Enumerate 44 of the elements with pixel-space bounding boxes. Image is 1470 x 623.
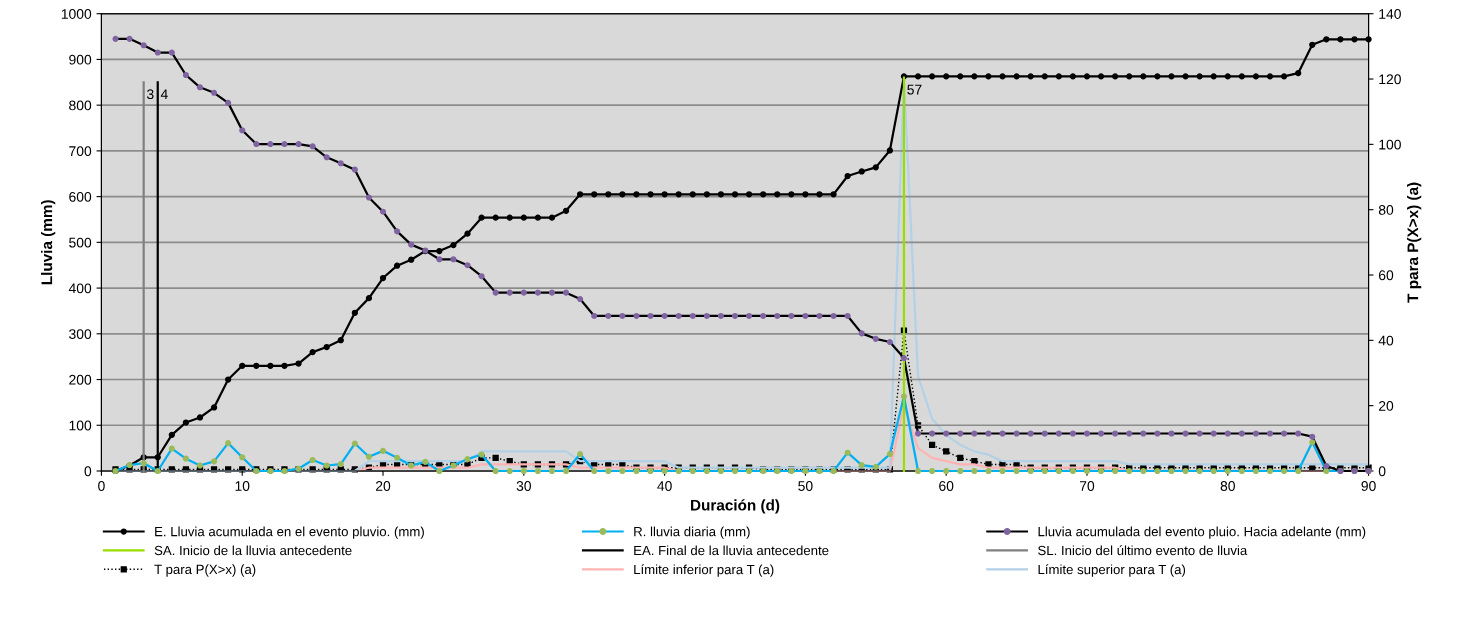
y2-tick-label: 60 (1379, 270, 1394, 281)
y2-tick-label: 0 (1378, 466, 1386, 477)
x-tick-label: 40 (657, 481, 672, 491)
x-tick-label: 60 (939, 481, 954, 491)
legend-label: EA. Final de la lluvia antecedente (634, 545, 829, 556)
y2-tick-label: 20 (1378, 401, 1394, 411)
legend-label: T para P(X>x) (a) (154, 564, 256, 577)
x-tick-label: 30 (516, 481, 531, 491)
y-tick-label: 400 (68, 283, 92, 294)
x-tick-label: 50 (798, 481, 813, 491)
x-tick-label: 10 (235, 481, 250, 491)
x-tick-label: 80 (1220, 481, 1235, 491)
y-tick-label: 0 (84, 466, 92, 477)
y-tick-label: 500 (69, 237, 92, 248)
legend-label: Lluvia acumulada del evento pluio. Hacia adelante (mm) (1038, 526, 1366, 539)
y-tick-label: 100 (69, 420, 92, 431)
y2-tick-label: 120 (1379, 74, 1401, 85)
legend-label: R. lluvia diaria (mm) (634, 526, 750, 539)
x-tick-label: 70 (1079, 481, 1095, 491)
x-tick-label: 20 (375, 481, 391, 491)
x-tick-label: 90 (1361, 481, 1376, 491)
legend-label: SA. Inicio de la lluvia antecedente (154, 545, 352, 556)
legend-label: Límite inferior para T (a) (634, 564, 774, 577)
y-tick-label: 300 (69, 329, 92, 339)
y-tick-label: 800 (69, 100, 92, 111)
y2-axis-title: T para P(X>x) (a) (1407, 182, 1422, 303)
annotation: 57 (907, 84, 922, 95)
x-axis-title: Duración (d) (691, 499, 780, 514)
y2-tick-label: 100 (1379, 139, 1401, 150)
y-tick-label: 700 (69, 146, 92, 157)
y-tick-label: 1000 (61, 9, 92, 19)
legend-label: Límite superior para T (a) (1038, 564, 1186, 577)
y2-tick-label: 40 (1378, 335, 1394, 346)
annotation: 3 (146, 89, 154, 100)
annotation: 4 (160, 89, 168, 99)
y-tick-label: 200 (69, 374, 92, 385)
y-tick-label: 900 (69, 54, 92, 65)
x-tick-label: 0 (98, 481, 105, 491)
legend-label: E. Lluvia acumulada en el evento pluvio. (mm) (155, 526, 424, 539)
y2-tick-label: 140 (1379, 9, 1401, 19)
y-tick-label: 600 (69, 191, 92, 202)
y-axis-title: Lluvia (mm) (41, 200, 56, 285)
legend-label: SL. Inicio del último evento de lluvia (1038, 545, 1248, 556)
y2-tick-label: 80 (1378, 205, 1394, 215)
